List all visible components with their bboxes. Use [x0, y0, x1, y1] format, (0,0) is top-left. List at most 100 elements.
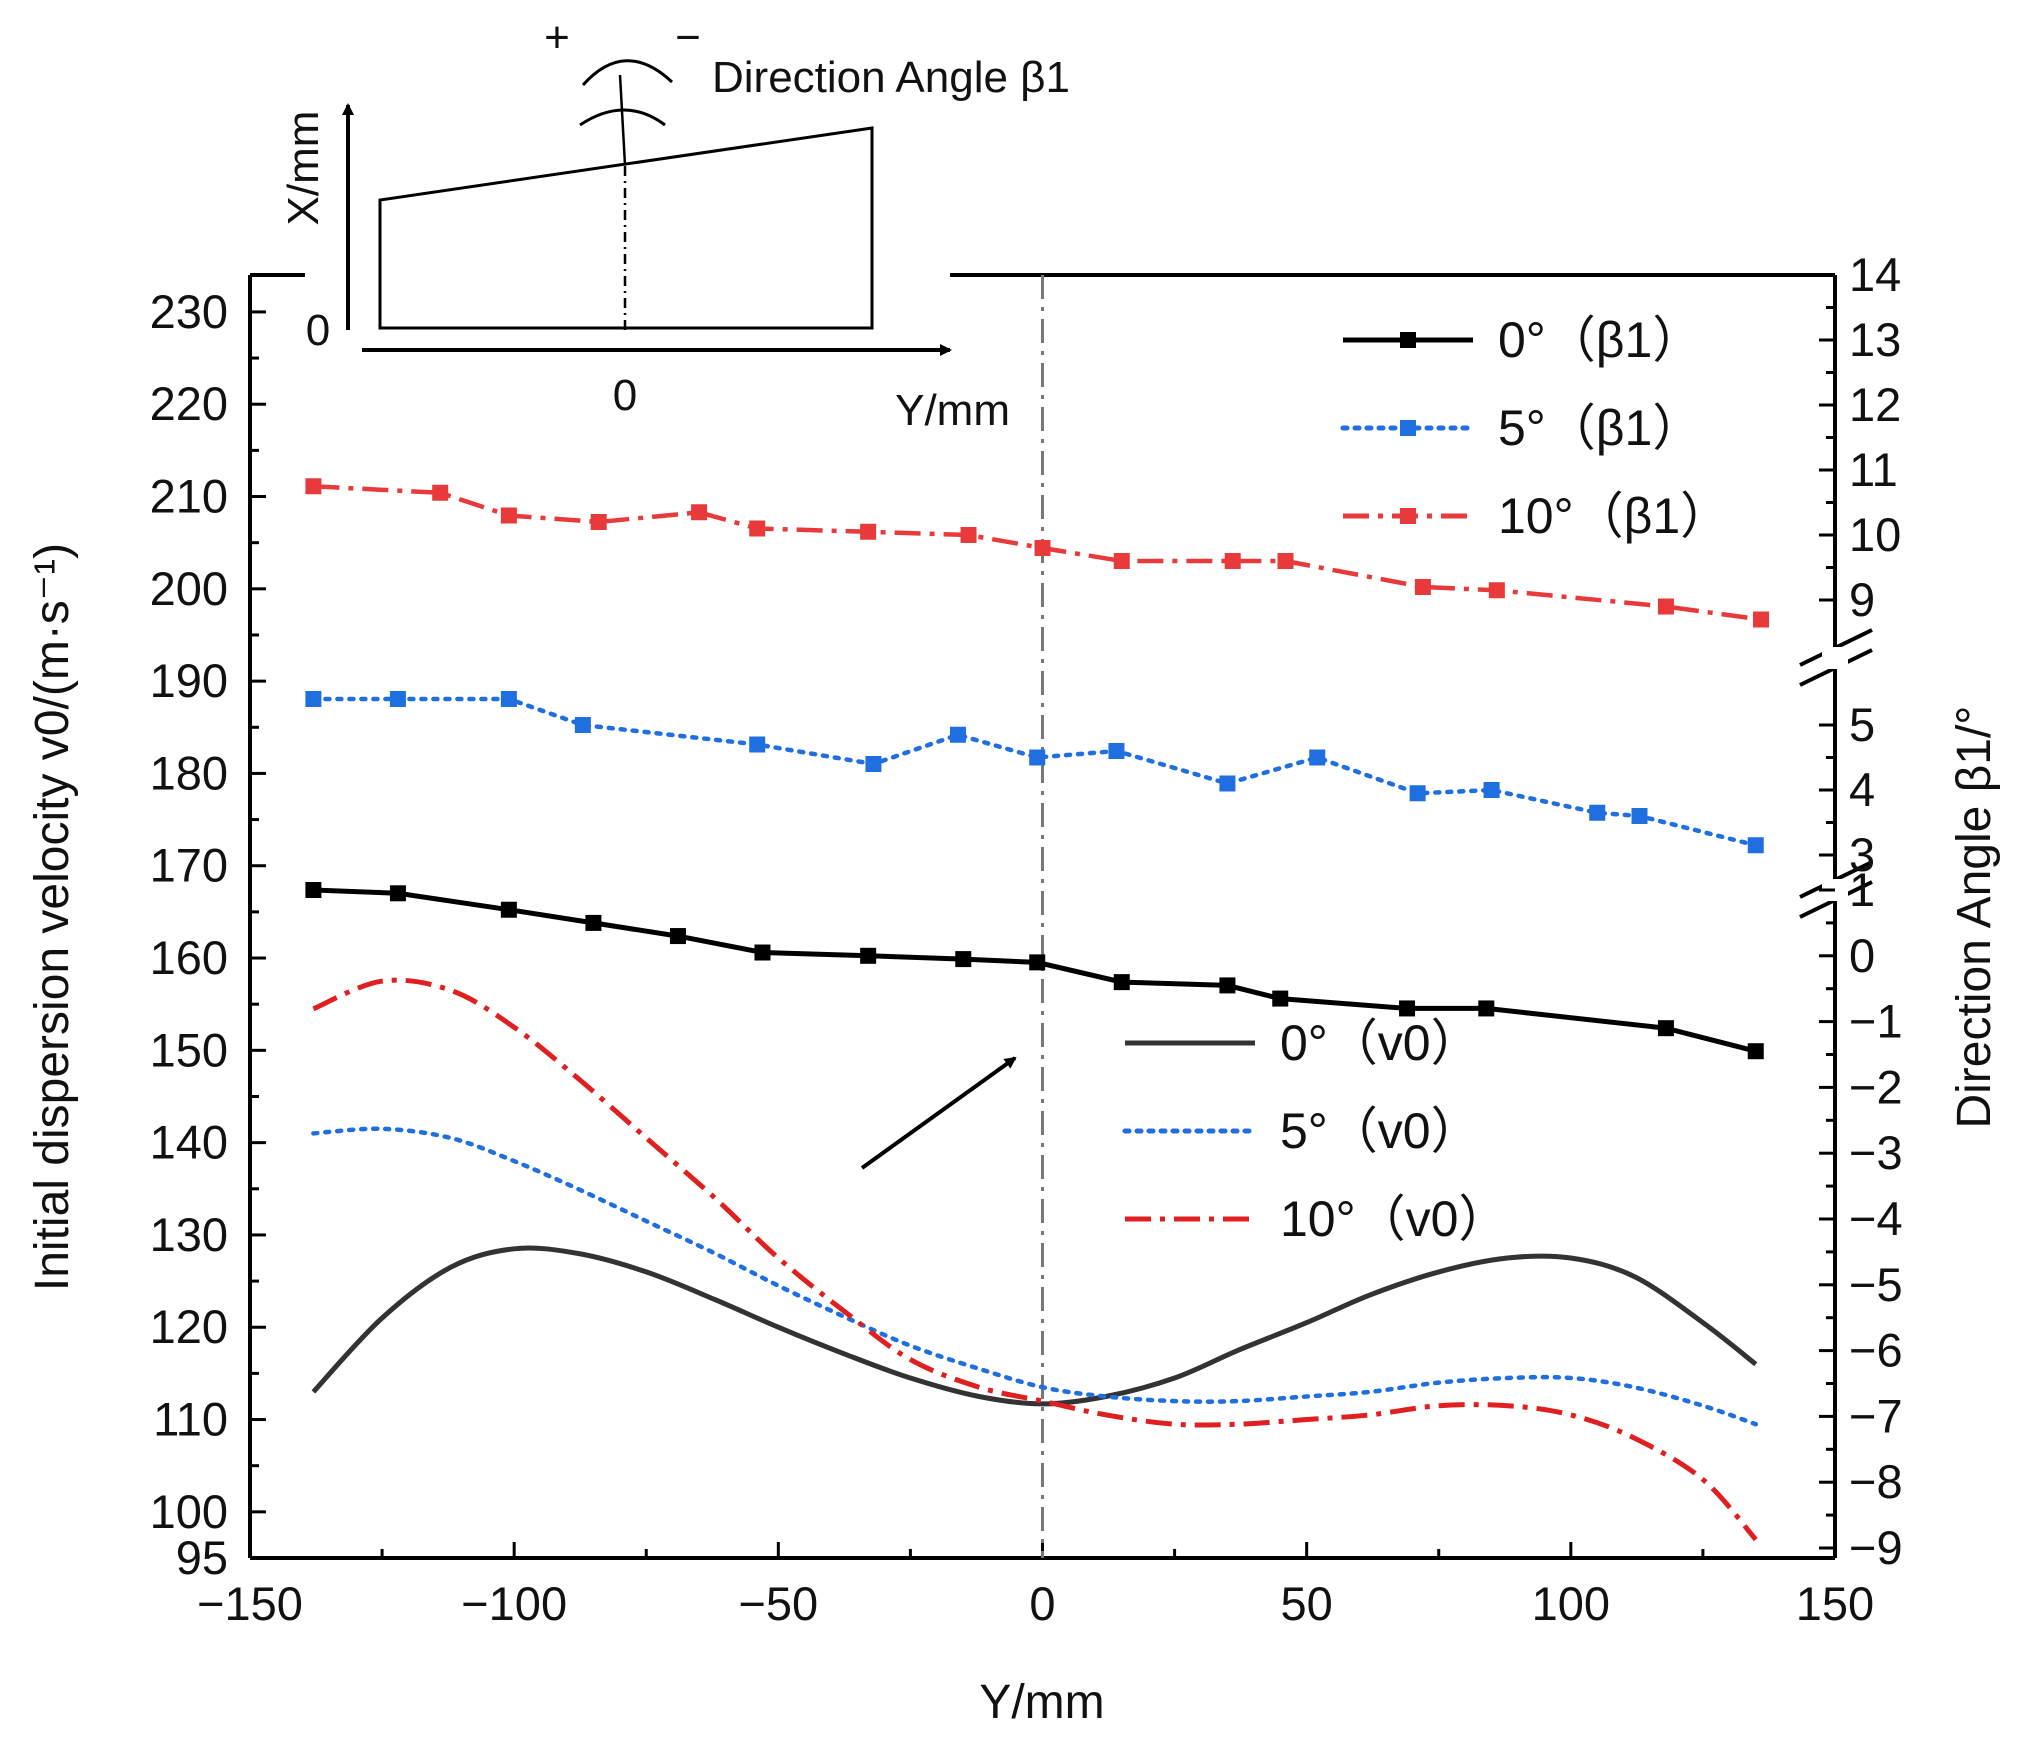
inset-x-label: X/mm: [279, 111, 328, 226]
right-tick-label: 3: [1849, 828, 1875, 881]
beta1-marker: [949, 726, 966, 743]
left-tick-label: 100: [150, 1485, 228, 1538]
left-tick-label: 170: [150, 839, 228, 892]
beta1-marker: [749, 736, 766, 753]
beta1-legend-label-0: 0°（β1）: [1498, 312, 1702, 368]
left-tick-label: 140: [150, 1116, 228, 1169]
beta1-marker: [1272, 990, 1289, 1007]
left-tick-label: 95: [176, 1531, 228, 1584]
beta1-marker: [865, 756, 882, 772]
beta1-marker: [860, 523, 877, 540]
beta1-marker: [1113, 553, 1130, 569]
beta1-legend-marker-0: [1400, 332, 1416, 348]
v0-series-group: [311, 977, 1759, 1542]
left-axis-title: Initial dispersion velocity v0/(m·s⁻¹): [26, 543, 79, 1291]
beta1-marker: [1113, 974, 1130, 991]
inset-origin-x-label: 0: [306, 306, 330, 355]
inset-origin-y-label: 0: [613, 371, 637, 420]
inset-rotation-arc-lower: [579, 108, 666, 127]
beta1-legend-marker-1: [1400, 420, 1416, 436]
beta1-marker: [1483, 782, 1500, 798]
right-tick-label: −6: [1849, 1324, 1903, 1377]
right-axis-ticks: −9 −8 −7 −6 −5 −4 −3 −2 −1 0 13 4 5 9 10 11 12 13 14: [1819, 248, 1903, 1574]
left-tick-label: 210: [150, 470, 228, 523]
right-tick-label: −7: [1849, 1389, 1903, 1442]
beta1-marker: [1753, 611, 1770, 628]
right-tick-label: 9: [1849, 573, 1875, 626]
beta1-marker: [1478, 1000, 1495, 1017]
beta1-marker: [1219, 775, 1236, 792]
inset-rotation-arc-upper: [581, 59, 674, 87]
beta1-marker: [1309, 749, 1326, 766]
beta1-marker: [955, 951, 972, 968]
right-tick-label: −2: [1849, 1060, 1903, 1113]
inset-minus-sign: −: [675, 13, 701, 62]
left-tick-label: 110: [153, 1393, 228, 1446]
right-tick-label: −1: [1849, 995, 1903, 1048]
legend-v0: 0°（v0） 5°（v0） 10°（v0）: [1122, 1015, 1508, 1247]
beta1-series-line-0: [313, 887, 1757, 1054]
beta1-marker: [1029, 954, 1046, 971]
beta1-marker: [585, 914, 602, 931]
annotation-arrow: [860, 1056, 1017, 1170]
beta1-marker: [1589, 804, 1606, 821]
x-tick-label: 150: [1796, 1577, 1874, 1630]
beta1-legend-label-1: 5°（β1）: [1498, 400, 1702, 456]
inset-part-outline: [378, 126, 874, 330]
beta1-marker: [389, 885, 406, 902]
beta1-legend-label-2: 10°（β1）: [1498, 488, 1730, 544]
beta1-legend-marker-2: [1400, 508, 1416, 524]
beta1-marker: [749, 520, 766, 537]
beta1-marker: [754, 944, 771, 961]
right-tick-label: 10: [1849, 508, 1901, 561]
inset-schematic: + − Direction Angle β1 X/mm Y/mm 0 0: [279, 13, 1070, 435]
inset-plus-sign: +: [544, 13, 570, 62]
beta1-marker: [1488, 582, 1505, 599]
beta1-marker: [860, 947, 877, 964]
x-tick-label: 100: [1532, 1577, 1610, 1630]
right-tick-label: 13: [1849, 313, 1901, 366]
beta1-marker: [1108, 743, 1125, 759]
right-tick-label: −5: [1849, 1258, 1903, 1311]
right-tick-label: 1: [1849, 863, 1875, 916]
right-tick-label: −8: [1849, 1455, 1903, 1508]
beta1-marker: [500, 901, 517, 918]
left-tick-label: 130: [150, 1208, 228, 1261]
left-tick-label: 120: [150, 1300, 228, 1353]
v0-legend-label-2: 10°（v0）: [1280, 1191, 1508, 1247]
x-axis-ticks: −150 −100 −50 0 50 100 150: [197, 1542, 1874, 1630]
beta1-marker: [1747, 837, 1764, 854]
x-tick-label: 0: [1029, 1577, 1055, 1630]
x-tick-label: −50: [738, 1577, 818, 1630]
right-tick-label: −3: [1849, 1126, 1903, 1179]
inset-y-label: Y/mm: [895, 386, 1010, 435]
beta1-marker: [1034, 540, 1051, 556]
v0-series-line-2: [312, 977, 1758, 1542]
right-tick-label: 12: [1849, 378, 1901, 431]
beta1-marker: [1409, 785, 1426, 802]
beta1-marker: [574, 717, 591, 733]
left-tick-label: 200: [150, 562, 228, 615]
inset-angle-label: Direction Angle β1: [712, 53, 1070, 102]
beta1-marker: [1657, 598, 1674, 615]
beta1-marker: [305, 691, 322, 707]
beta1-marker: [500, 507, 517, 524]
right-tick-label: 5: [1849, 698, 1875, 751]
beta1-marker: [1747, 1043, 1764, 1060]
v0-series-line-0: [311, 1245, 1758, 1407]
right-tick-label: −9: [1849, 1521, 1903, 1574]
left-tick-label: 220: [150, 377, 228, 430]
inset-direction-line: [618, 74, 627, 166]
right-axis-break: [1799, 628, 1873, 919]
left-tick-label: 150: [150, 1023, 228, 1076]
right-tick-label: 11: [1849, 443, 1898, 496]
beta1-marker: [500, 691, 517, 707]
left-tick-label: 190: [150, 654, 228, 707]
right-tick-label: 0: [1849, 929, 1875, 982]
beta1-marker: [590, 514, 607, 530]
beta1-series-line-2: [313, 484, 1762, 622]
beta1-marker: [1224, 553, 1241, 569]
right-axis-title: Direction Angle β1/°: [1948, 705, 2001, 1128]
